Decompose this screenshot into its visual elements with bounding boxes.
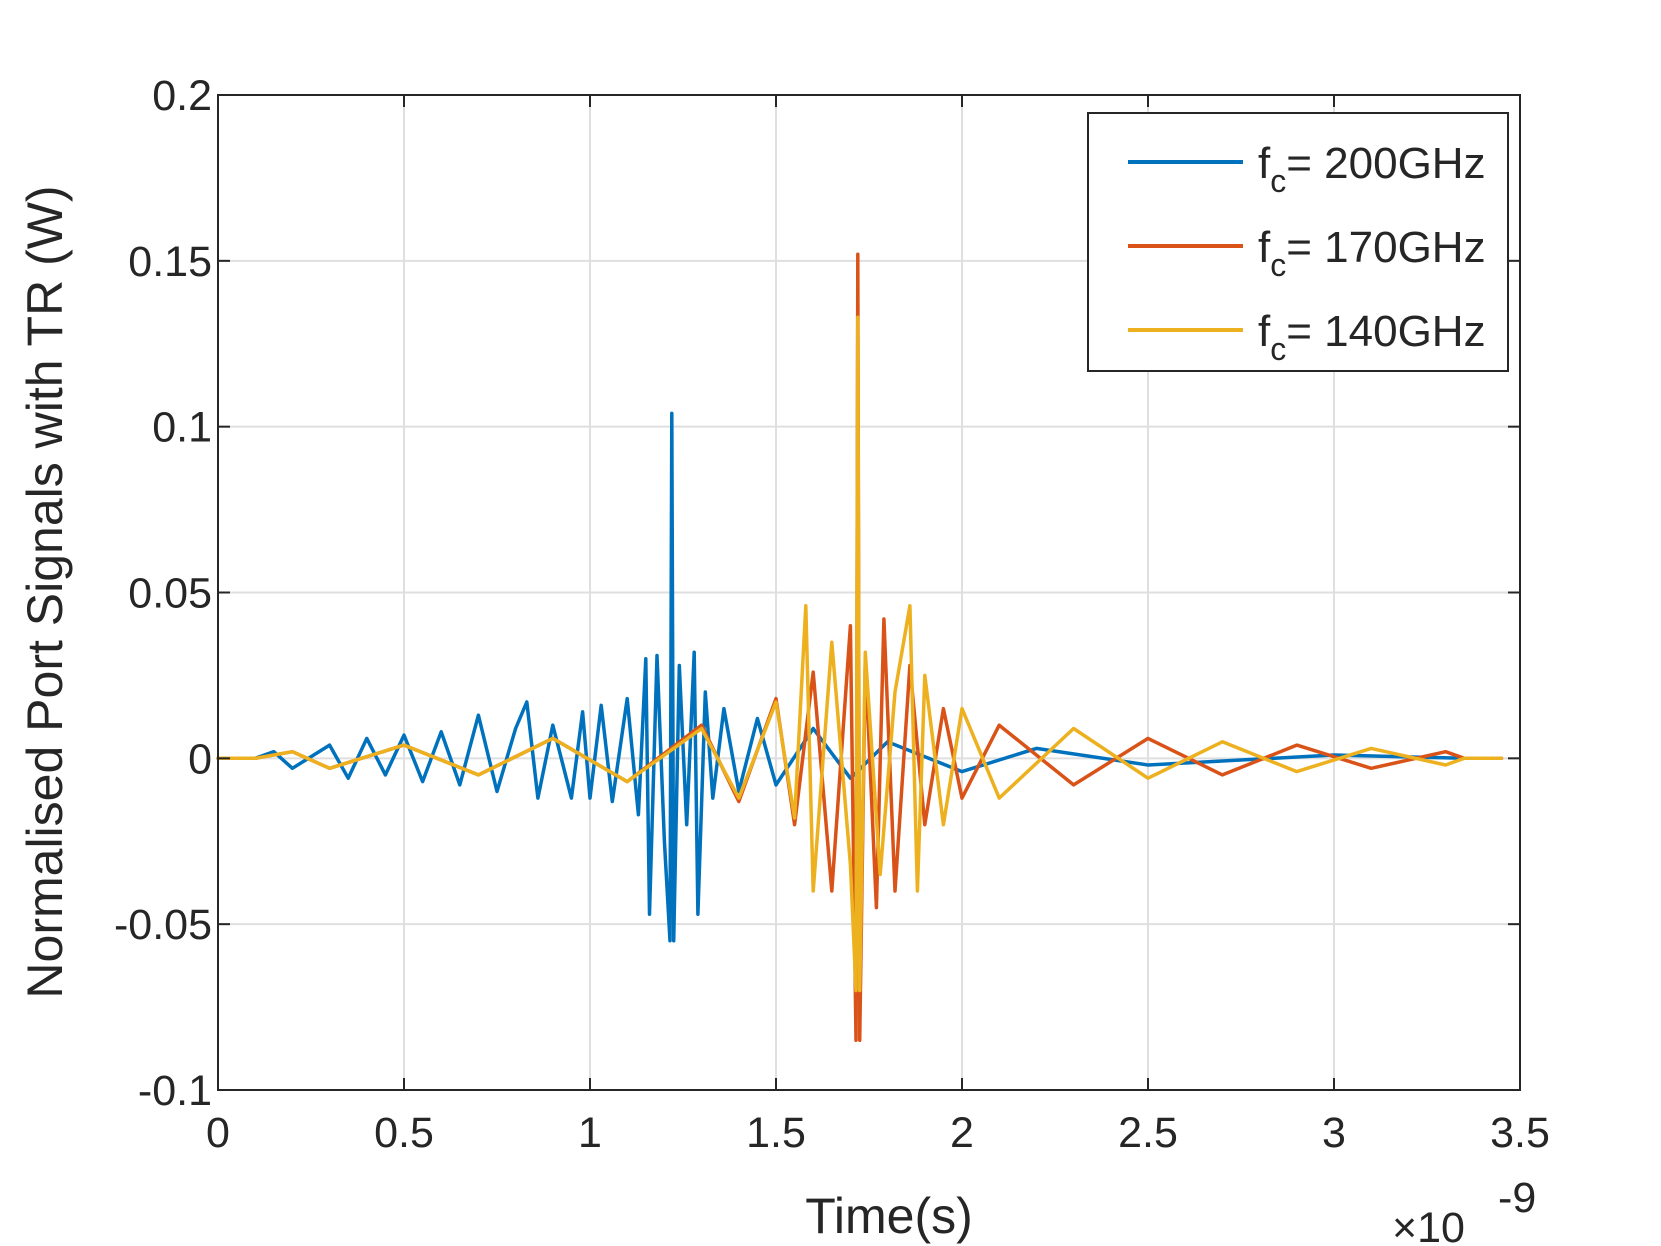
y-tick-label: 0.15 [128, 238, 212, 286]
x-tick-label: 0.5 [374, 1109, 434, 1157]
x-tick-label: 2.5 [1118, 1109, 1178, 1157]
x-tick-label: 3 [1322, 1109, 1346, 1157]
x-tick-label: 2 [950, 1109, 974, 1157]
legend-label-0: fc= 200GHz [1258, 139, 1486, 199]
series-line-0 [216, 411, 1504, 943]
y-tick-label: -0.05 [114, 901, 212, 949]
y-tick-labels: -0.1 -0.05 0 0.05 0.1 0.15 0.2 [114, 72, 212, 1115]
y-tick-label: -0.1 [138, 1067, 212, 1115]
legend-label-1: fc= 170GHz [1258, 223, 1486, 283]
legend-label-2: fc= 140GHz [1258, 307, 1486, 367]
x-axis-title: Time(s) [805, 1188, 973, 1244]
y-tick-label: 0.2 [152, 72, 212, 120]
y-tick-label: 0.05 [128, 570, 212, 618]
x-axis-multiplier: ×10 -9 [1392, 1174, 1536, 1246]
axis-ticks [217, 94, 1521, 1091]
y-tick-label: 0 [188, 735, 212, 783]
x-multiplier-base: ×10 [1392, 1204, 1465, 1246]
series-line-2 [216, 315, 1504, 993]
x-tick-label: 0 [206, 1109, 230, 1157]
x-tick-label: 1 [578, 1109, 602, 1157]
series-layer [216, 252, 1504, 1043]
x-tick-label: 3.5 [1490, 1109, 1550, 1157]
y-axis-title: Normalised Port Signals with TR (W) [17, 185, 73, 998]
x-multiplier-exponent: -9 [1498, 1174, 1536, 1222]
x-tick-labels: 0 0.5 1 1.5 2 2.5 3 3.5 [206, 1109, 1550, 1157]
y-tick-label: 0.1 [152, 404, 212, 452]
x-tick-label: 1.5 [746, 1109, 806, 1157]
legend: fc= 200GHz fc= 170GHz fc= 140GHz [1087, 112, 1509, 372]
